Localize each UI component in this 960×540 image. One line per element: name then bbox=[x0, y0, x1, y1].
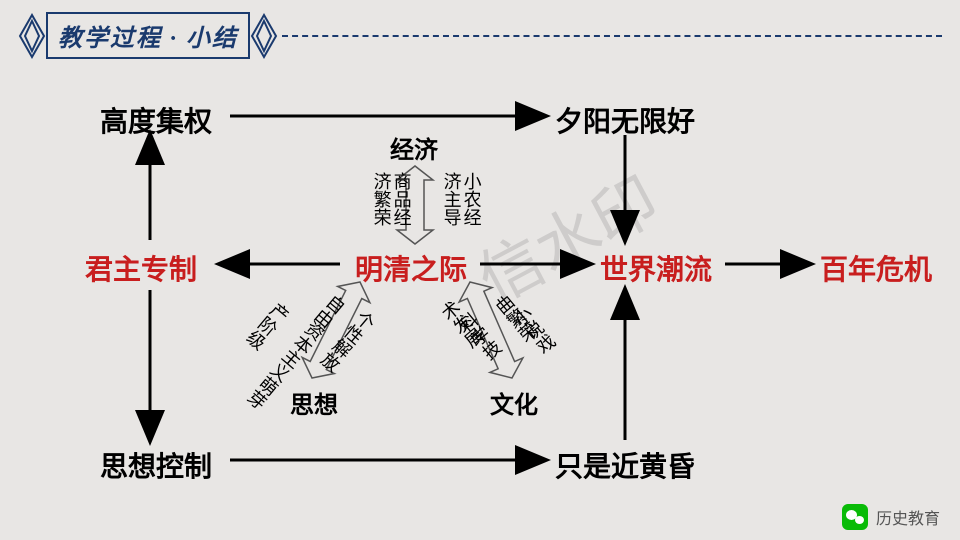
vlabel-econ_right_a: 济主导 bbox=[440, 172, 462, 226]
node-top_left: 高度集权 bbox=[100, 100, 212, 140]
header-dash-line bbox=[282, 35, 942, 37]
footer: 历史教育 bbox=[842, 504, 940, 530]
small-node-culture: 文化 bbox=[490, 385, 538, 420]
wechat-icon bbox=[842, 504, 868, 530]
vlabel-econ_left_b: 商品经 bbox=[390, 172, 412, 226]
node-right_mid: 世界潮流 bbox=[600, 248, 712, 288]
ornament-left-icon bbox=[18, 13, 46, 59]
small-node-thought: 思想 bbox=[290, 385, 338, 420]
node-top_right: 夕阳无限好 bbox=[555, 100, 695, 140]
node-left_mid: 君主专制 bbox=[85, 248, 197, 288]
node-bottom_left: 思想控制 bbox=[100, 445, 212, 485]
watermark: 信水印 bbox=[460, 150, 673, 321]
vlabel-econ_left_a: 济繁荣 bbox=[370, 172, 392, 226]
vlabel-th_left_a: 产阶级 bbox=[241, 297, 292, 352]
node-center: 明清之际 bbox=[355, 248, 467, 288]
footer-text: 历史教育 bbox=[876, 505, 940, 529]
ornament-right-icon bbox=[250, 13, 278, 59]
header: 教学过程 · 小结 bbox=[18, 12, 942, 59]
page-title: 教学过程 · 小结 bbox=[46, 12, 250, 59]
small-node-economy: 经济 bbox=[390, 130, 438, 165]
vlabel-econ_right_b: 小农经 bbox=[460, 172, 482, 226]
node-bottom_right: 只是近黄昏 bbox=[555, 445, 695, 485]
node-far_right: 百年危机 bbox=[820, 248, 932, 288]
